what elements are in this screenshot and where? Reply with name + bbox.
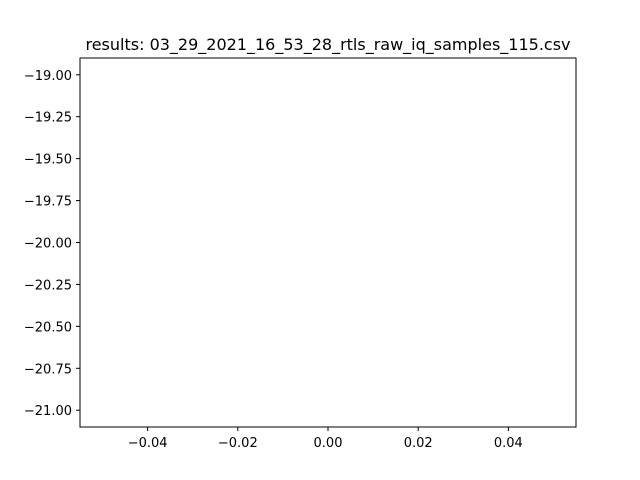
- y-tick-label: −19.75: [24, 195, 72, 210]
- plot-area: [79, 57, 577, 428]
- x-tick-label: −0.04: [128, 436, 168, 451]
- y-tick-label: −19.25: [24, 111, 72, 126]
- y-tick-label: −20.50: [24, 320, 72, 335]
- chart-title: results: 03_29_2021_16_53_28_rtls_raw_iq…: [85, 35, 570, 55]
- y-tick-label: −20.75: [24, 362, 72, 377]
- y-tick-label: −19.00: [24, 69, 72, 84]
- y-tick-label: −20.00: [24, 237, 72, 252]
- y-tick-label: −20.25: [24, 278, 72, 293]
- x-tick-label: 0.04: [494, 436, 523, 451]
- x-tick-label: 0.00: [314, 436, 343, 451]
- y-axis: −19.00 −19.25 −19.50 −19.75 −20.00 −20.25 −20.…: [24, 69, 80, 419]
- y-tick-label: −19.50: [24, 153, 72, 168]
- y-tick-label: −21.00: [24, 404, 72, 419]
- x-tick-label: 0.02: [404, 436, 433, 451]
- x-tick-label: −0.02: [218, 436, 258, 451]
- x-axis: −0.04 −0.02 0.00 0.02 0.04: [128, 427, 523, 451]
